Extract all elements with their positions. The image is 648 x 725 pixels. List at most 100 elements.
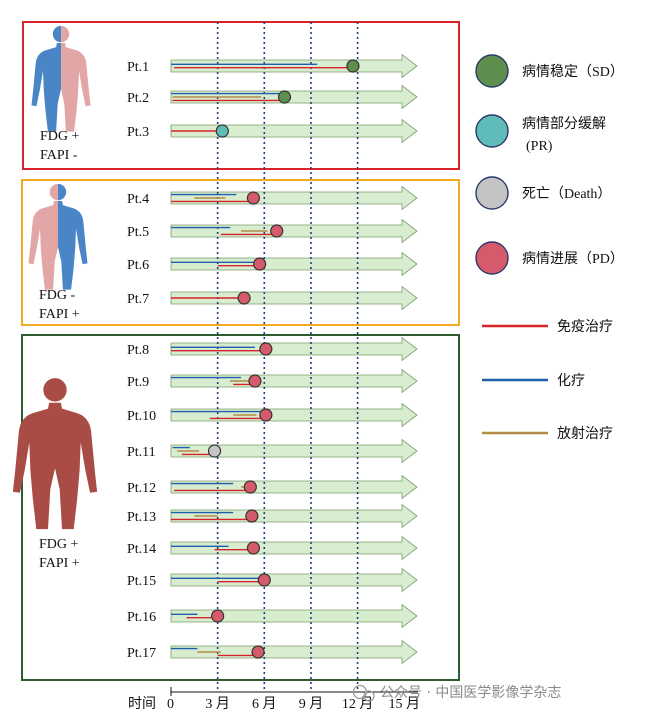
patient-label: Pt.14 [127, 542, 156, 557]
right-half [58, 183, 88, 290]
timeline-arrow [170, 285, 418, 311]
x-tick-label: 15 月 [389, 696, 421, 712]
outcome-marker-pd [248, 374, 262, 388]
outcome-marker-pd [259, 408, 273, 422]
patient-label: Pt.4 [127, 192, 149, 207]
group-label-line2: FAPI - [40, 148, 78, 163]
outcome-marker-pd [246, 191, 261, 205]
patient-label: Pt.2 [127, 91, 149, 106]
patient-label: Pt.13 [127, 510, 156, 525]
head-shape [43, 378, 67, 402]
group-label-line2: FAPI + [39, 556, 80, 571]
legend-label: 化疗 [557, 373, 585, 389]
outcome-marker-pd [245, 509, 259, 523]
patient-label: Pt.12 [127, 481, 156, 496]
head-shape [52, 25, 61, 43]
group-label-line1: FDG - [39, 288, 76, 303]
human-figure-2 [28, 183, 88, 290]
timeline-arrow [170, 535, 418, 561]
legend-label: 病情稳定（SD） [522, 64, 624, 80]
group-box-1 [22, 21, 460, 170]
wechat-icon [352, 684, 375, 702]
group-label-line1: FDG + [39, 537, 79, 552]
legend-label: 死亡（Death） [522, 186, 611, 202]
left-half [28, 183, 58, 290]
legend-label: 放射治疗 [557, 426, 613, 442]
human-figure-3 [12, 378, 98, 530]
timeline-arrow [170, 218, 418, 244]
icon-bubble [363, 690, 375, 702]
x-tick-label: 6 月 [252, 696, 277, 712]
patient-label: Pt.7 [127, 292, 149, 307]
timeline-arrow [170, 53, 418, 79]
legend-marker-death [475, 176, 509, 210]
body-shape [31, 43, 61, 132]
outcome-marker-pd [253, 257, 267, 271]
legend-marker-pr [475, 114, 509, 148]
right-half [61, 25, 91, 132]
patient-label: Pt.6 [127, 258, 149, 273]
body-shape [58, 201, 88, 290]
legend-label-line1: 病情部分缓解 [522, 116, 606, 132]
outcome-marker-pd [243, 480, 257, 494]
timeline-arrow [170, 567, 418, 593]
outcome-marker-sd [346, 59, 360, 73]
x-axis-title: 时间 [128, 696, 156, 712]
group-box-3 [21, 334, 460, 681]
timeline-arrow [170, 503, 418, 529]
watermark-text: 公众号 · 中国医学影像学杂志 [380, 685, 561, 701]
outcome-marker-death [207, 444, 222, 458]
legend-marker-pd [475, 241, 509, 275]
timeline-arrow [170, 474, 418, 500]
patient-label: Pt.10 [127, 409, 156, 424]
head-shape [58, 183, 67, 201]
timeline-arrow [170, 368, 418, 394]
legend-label: 免疫治疗 [557, 319, 613, 335]
outcome-marker-pd [251, 645, 265, 659]
patient-label: Pt.15 [127, 574, 156, 589]
head-shape [49, 183, 58, 201]
legend-marker-sd [475, 54, 509, 88]
timeline-arrow [170, 639, 418, 665]
timeline-arrow [170, 603, 418, 629]
x-tick-label: 3 月 [205, 696, 230, 712]
timeline-arrow [170, 402, 418, 428]
group-box-2 [21, 179, 460, 326]
timeline-arrow [170, 185, 418, 211]
legend-label-line2: (PR) [526, 139, 553, 154]
patient-label: Pt.1 [127, 60, 149, 75]
body-shape [28, 201, 58, 290]
left-half [31, 25, 61, 132]
outcome-marker-pr [215, 124, 229, 138]
x-tick-label: 0 [167, 697, 174, 712]
outcome-marker-pd [270, 224, 284, 238]
patient-label: Pt.16 [127, 610, 156, 625]
timeline-arrow [170, 251, 418, 277]
legend-label: 病情进展（PD） [522, 251, 624, 267]
patient-label: Pt.11 [127, 445, 156, 460]
patient-label: Pt.5 [127, 225, 149, 240]
timeline-arrow [170, 84, 418, 110]
patient-label: Pt.9 [127, 375, 149, 390]
patient-label: Pt.8 [127, 343, 149, 358]
timeline-arrow [170, 336, 418, 362]
body-shape [61, 43, 91, 132]
body-shape [12, 402, 98, 530]
timeline-arrow [170, 438, 418, 464]
human-figure-1 [31, 25, 91, 132]
outcome-marker-pd [246, 541, 261, 555]
outcome-marker-sd [277, 90, 292, 104]
outcome-marker-pd [259, 342, 273, 356]
head-shape [61, 25, 70, 43]
patient-label: Pt.17 [127, 646, 156, 661]
timeline-arrow [170, 118, 418, 144]
outcome-marker-pd [237, 291, 251, 305]
group-label-line2: FAPI + [39, 307, 80, 322]
patient-label: Pt.3 [127, 125, 149, 140]
outcome-marker-pd [257, 573, 271, 587]
outcome-marker-pd [211, 609, 225, 623]
x-tick-label: 9 月 [299, 696, 324, 712]
group-label-line1: FDG + [40, 129, 80, 144]
